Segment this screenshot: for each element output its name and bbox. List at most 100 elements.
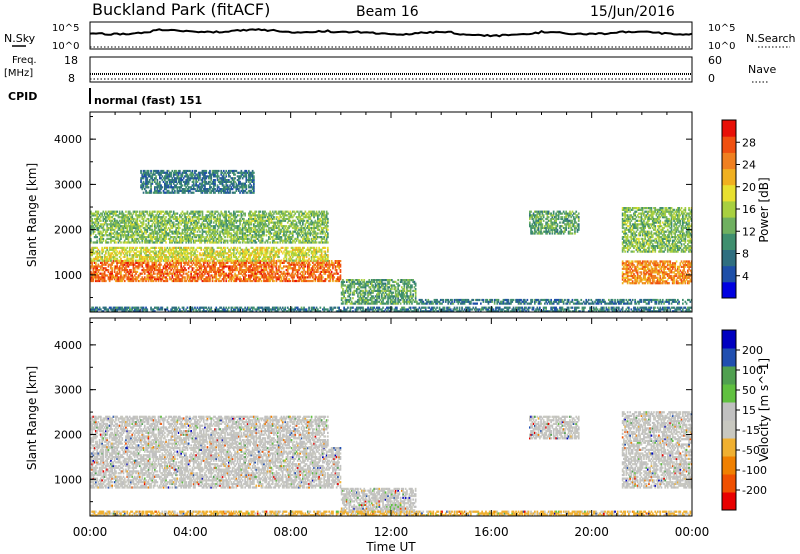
power-cell — [284, 260, 287, 263]
power-cell — [228, 274, 230, 277]
power-cell — [132, 276, 135, 279]
power-cell — [327, 255, 329, 259]
power-cell — [120, 274, 122, 277]
power-cell — [142, 248, 145, 251]
power-cell — [302, 261, 304, 264]
power-cell — [220, 248, 223, 251]
power-cell — [189, 236, 191, 239]
power-cell — [190, 219, 192, 222]
power-cell — [251, 214, 254, 217]
power-cell — [207, 272, 210, 275]
power-cell — [180, 219, 182, 222]
power-cell — [233, 241, 235, 244]
power-cell — [110, 246, 112, 249]
power-cell — [295, 270, 298, 273]
power-cell — [138, 274, 141, 277]
power-cell — [235, 221, 238, 224]
power-cell — [125, 252, 127, 255]
power-cell — [194, 270, 196, 273]
power-cell — [313, 210, 315, 213]
power-cell — [148, 276, 151, 279]
power-cell — [285, 230, 288, 233]
power-cell — [105, 269, 107, 272]
power-cell — [248, 269, 250, 272]
power-cell — [108, 276, 111, 279]
power-cell — [258, 239, 260, 242]
power-cell — [289, 230, 292, 233]
power-cell — [190, 250, 192, 253]
power-cell — [115, 254, 117, 257]
power-cell — [160, 236, 162, 239]
power-cell — [120, 279, 122, 283]
power-cell — [147, 276, 150, 279]
power-cell — [211, 263, 214, 266]
power-cell — [334, 267, 337, 270]
power-cell — [141, 279, 144, 283]
power-cell — [230, 269, 233, 272]
power-cell — [222, 276, 225, 279]
power-cell — [121, 230, 124, 233]
power-cell — [217, 223, 220, 226]
power-cell — [201, 265, 204, 268]
power-cell — [197, 221, 200, 224]
power-cell — [156, 254, 159, 257]
power-cell — [136, 228, 139, 231]
power-cell — [103, 261, 106, 264]
power-cell — [250, 279, 253, 283]
power-cell — [111, 223, 113, 226]
power-cell — [201, 279, 204, 283]
power-cell — [319, 248, 322, 251]
power-cell — [128, 269, 131, 272]
power-cell — [209, 226, 211, 230]
power-cell — [294, 254, 297, 257]
power-cell — [136, 219, 139, 222]
power-cell — [291, 210, 294, 213]
power-cell — [127, 234, 130, 237]
power-cell — [157, 239, 160, 242]
power-cell — [230, 212, 233, 215]
power-cell — [181, 276, 184, 279]
power-cell — [239, 236, 241, 239]
power-cell — [289, 279, 292, 283]
power-cell — [141, 236, 144, 239]
power-cell — [254, 226, 256, 230]
power-cell — [102, 276, 105, 279]
power-cell — [110, 248, 112, 251]
power-cell — [221, 232, 224, 235]
power-cell — [194, 226, 196, 230]
power-cell — [176, 219, 179, 222]
power-cell — [179, 270, 181, 273]
power-cell — [284, 212, 287, 215]
power-cell — [204, 252, 206, 255]
power-cell — [254, 263, 256, 266]
power-cell — [215, 261, 218, 264]
power-cell — [164, 248, 166, 251]
power-cell — [150, 257, 152, 260]
power-cell — [274, 255, 277, 259]
power-cell — [140, 259, 142, 262]
power-cell — [133, 254, 136, 257]
power-cell — [302, 257, 304, 260]
power-cell — [152, 261, 155, 264]
power-cell — [121, 219, 124, 222]
power-cell — [230, 223, 233, 226]
power-cell — [278, 217, 280, 221]
power-cell — [160, 272, 162, 275]
power-cell — [98, 254, 101, 257]
power-cell — [127, 219, 130, 222]
power-cell — [116, 246, 118, 249]
power-cell — [214, 241, 216, 244]
power-cell — [243, 254, 245, 257]
power-cell — [207, 276, 210, 279]
power-cell — [334, 272, 337, 275]
power-cell — [150, 169, 152, 173]
power-cell — [219, 221, 221, 224]
power-cell — [293, 248, 295, 251]
power-cell — [310, 257, 313, 260]
power-cell — [230, 252, 233, 255]
power-cell — [187, 239, 190, 242]
power-cell — [221, 248, 224, 251]
power-cell — [259, 210, 261, 213]
power-cell — [207, 263, 210, 266]
power-cell — [112, 228, 115, 231]
